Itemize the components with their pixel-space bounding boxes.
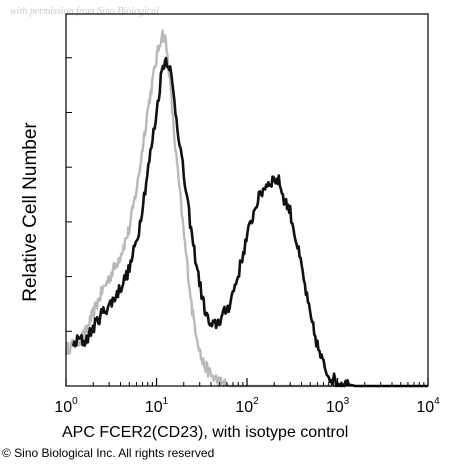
plot-axes: 100 101 102 103 104 bbox=[54, 13, 440, 416]
x-tick-label: 104 bbox=[416, 396, 440, 416]
x-tick-label: 103 bbox=[326, 396, 350, 416]
fcer2-sample-curve bbox=[71, 56, 429, 388]
x-tick-label: 101 bbox=[145, 396, 169, 416]
histogram-curves bbox=[64, 29, 429, 388]
isotype-control-curve bbox=[64, 29, 338, 388]
x-axis-label: APC FCER2(CD23), with isotype control bbox=[62, 424, 349, 441]
watermark-text: with permission from Sino Biological bbox=[10, 6, 160, 17]
copyright-text: © Sino Biological Inc. All rights reserv… bbox=[2, 446, 215, 460]
x-tick-label: 102 bbox=[235, 396, 259, 416]
plot-frame bbox=[65, 13, 429, 387]
x-tick-label: 100 bbox=[54, 396, 78, 416]
y-axis-label: Relative Cell Number bbox=[20, 122, 41, 302]
